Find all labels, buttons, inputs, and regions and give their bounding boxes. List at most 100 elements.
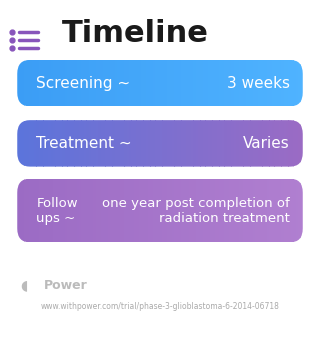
- Bar: [258, 60, 260, 107]
- Bar: [53, 120, 56, 167]
- Bar: [20, 120, 22, 167]
- Bar: [146, 120, 148, 167]
- Bar: [236, 120, 239, 167]
- Bar: [246, 60, 248, 107]
- Bar: [284, 179, 286, 242]
- Bar: [91, 120, 94, 167]
- Text: Power: Power: [44, 279, 88, 292]
- Bar: [146, 179, 148, 242]
- Bar: [267, 120, 270, 167]
- Bar: [129, 120, 132, 167]
- Bar: [258, 120, 260, 167]
- Bar: [215, 120, 217, 167]
- Bar: [200, 120, 203, 167]
- Bar: [220, 60, 222, 107]
- Bar: [96, 60, 99, 107]
- Bar: [293, 179, 296, 242]
- Bar: [89, 120, 91, 167]
- Text: Varies: Varies: [243, 136, 290, 151]
- Bar: [148, 60, 151, 107]
- Bar: [281, 60, 284, 107]
- Bar: [241, 179, 244, 242]
- Bar: [82, 60, 84, 107]
- Bar: [279, 60, 282, 107]
- Bar: [181, 60, 184, 107]
- Bar: [276, 120, 279, 167]
- Bar: [291, 179, 293, 242]
- Bar: [24, 120, 27, 167]
- Bar: [224, 179, 227, 242]
- Bar: [286, 179, 289, 242]
- Bar: [55, 179, 58, 242]
- Bar: [84, 60, 87, 107]
- Bar: [170, 179, 172, 242]
- Bar: [122, 179, 124, 242]
- Bar: [300, 179, 303, 242]
- Bar: [132, 60, 134, 107]
- Bar: [203, 60, 205, 107]
- Bar: [150, 120, 153, 167]
- Bar: [58, 60, 60, 107]
- Bar: [212, 60, 215, 107]
- Bar: [79, 60, 82, 107]
- Bar: [153, 120, 156, 167]
- Bar: [48, 179, 51, 242]
- Bar: [117, 120, 120, 167]
- Bar: [196, 179, 198, 242]
- Bar: [224, 60, 227, 107]
- Bar: [22, 179, 25, 242]
- Bar: [86, 120, 89, 167]
- Bar: [72, 179, 75, 242]
- Bar: [296, 120, 298, 167]
- Bar: [55, 120, 58, 167]
- Bar: [79, 120, 82, 167]
- Bar: [260, 179, 263, 242]
- Bar: [139, 60, 141, 107]
- Bar: [210, 60, 213, 107]
- Bar: [53, 179, 56, 242]
- Bar: [298, 60, 301, 107]
- Bar: [274, 120, 277, 167]
- Bar: [165, 179, 167, 242]
- Bar: [193, 120, 196, 167]
- Bar: [41, 60, 44, 107]
- Bar: [165, 120, 167, 167]
- Bar: [293, 60, 296, 107]
- Bar: [253, 60, 255, 107]
- Bar: [74, 60, 77, 107]
- Bar: [82, 179, 84, 242]
- Bar: [186, 179, 189, 242]
- Bar: [234, 60, 236, 107]
- Bar: [224, 120, 227, 167]
- Bar: [162, 120, 165, 167]
- Bar: [227, 179, 229, 242]
- Bar: [127, 60, 129, 107]
- Bar: [34, 60, 36, 107]
- Bar: [36, 120, 39, 167]
- Bar: [251, 60, 253, 107]
- Bar: [84, 179, 87, 242]
- Bar: [136, 179, 139, 242]
- Bar: [58, 179, 60, 242]
- Bar: [288, 120, 291, 167]
- Bar: [77, 60, 79, 107]
- Bar: [44, 179, 46, 242]
- Bar: [181, 179, 184, 242]
- Bar: [255, 60, 258, 107]
- Bar: [51, 60, 53, 107]
- Bar: [36, 60, 39, 107]
- Bar: [186, 60, 189, 107]
- Bar: [158, 179, 160, 242]
- Bar: [100, 179, 103, 242]
- Bar: [93, 179, 96, 242]
- Bar: [196, 60, 198, 107]
- Bar: [143, 120, 146, 167]
- Bar: [69, 179, 72, 242]
- Bar: [103, 179, 106, 242]
- Bar: [17, 120, 20, 167]
- Bar: [24, 179, 27, 242]
- Bar: [286, 120, 289, 167]
- Bar: [129, 179, 132, 242]
- Bar: [191, 60, 194, 107]
- Bar: [158, 60, 160, 107]
